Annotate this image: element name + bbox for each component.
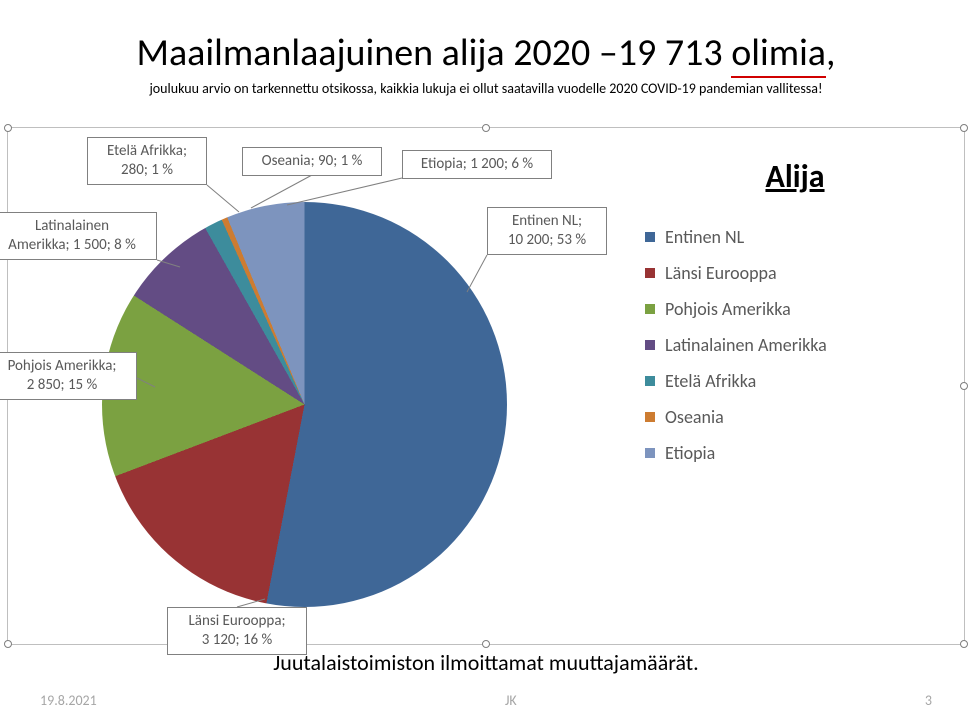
legend-label: Pohjois Amerikka	[665, 298, 791, 320]
legend-swatch	[645, 268, 655, 278]
legend-swatch	[645, 304, 655, 314]
legend-label: Latinalainen Amerikka	[665, 334, 827, 356]
legend-item: Latinalainen Amerikka	[645, 334, 945, 356]
footer-date: 19.8.2021	[40, 692, 97, 709]
title-prefix: Maailmanlaajuinen alija 2020 –19 713	[136, 30, 731, 76]
pie-data-label: Pohjois Amerikka; 2 850; 15 %	[0, 352, 137, 400]
pie-data-label: Etiopia; 1 200; 6 %	[402, 150, 552, 179]
legend-item: Pohjois Amerikka	[645, 298, 945, 320]
bottom-caption: Juutalaistoimiston ilmoittamat muuttajam…	[0, 649, 972, 676]
title-underlined-word: olimia	[731, 30, 826, 78]
slide-subtitle: joulukuu arvio on tarkennettu otsikossa,…	[40, 80, 932, 97]
legend-list: Entinen NL Länsi Eurooppa Pohjois Amerikka…	[645, 226, 945, 464]
footer: 19.8.2021 JK 3	[40, 692, 932, 709]
footer-page: 3	[925, 692, 932, 709]
legend-swatch	[645, 412, 655, 422]
footer-author: JK	[505, 692, 517, 709]
slide-title: Maailmanlaajuinen alija 2020 –19 713 oli…	[40, 30, 932, 76]
legend-item: Etiopia	[645, 442, 945, 464]
title-area: Maailmanlaajuinen alija 2020 –19 713 oli…	[40, 30, 932, 97]
pie-data-label: Länsi Eurooppa; 3 120; 16 %	[167, 607, 307, 655]
chart-zone: Entinen NL; 10 200; 53 %Länsi Eurooppa; …	[7, 127, 965, 645]
legend-title: Alija	[645, 157, 945, 196]
legend-item: Entinen NL	[645, 226, 945, 248]
legend-swatch	[645, 376, 655, 386]
legend-swatch	[645, 448, 655, 458]
legend-swatch	[645, 232, 655, 242]
pie-data-label: Etelä Afrikka; 280; 1 %	[87, 137, 207, 185]
slide-container: Maailmanlaajuinen alija 2020 –19 713 oli…	[0, 0, 972, 721]
legend-label: Entinen NL	[665, 226, 744, 248]
legend-label: Länsi Eurooppa	[665, 262, 777, 284]
pie-data-label: Oseania; 90; 1 %	[242, 147, 382, 176]
pie-data-label: Entinen NL; 10 200; 53 %	[487, 207, 607, 255]
legend-swatch	[645, 340, 655, 350]
legend-label: Etelä Afrikka	[665, 370, 756, 392]
legend-item: Länsi Eurooppa	[645, 262, 945, 284]
legend-label: Oseania	[665, 406, 724, 428]
legend-item: Etelä Afrikka	[645, 370, 945, 392]
legend-item: Oseania	[645, 406, 945, 428]
title-suffix: ,	[826, 30, 835, 76]
pie-data-label: Latinalainen Amerikka; 1 500; 8 %	[0, 212, 157, 260]
legend-label: Etiopia	[665, 442, 715, 464]
legend: Alija Entinen NL Länsi Eurooppa Pohjois Am…	[645, 157, 945, 478]
